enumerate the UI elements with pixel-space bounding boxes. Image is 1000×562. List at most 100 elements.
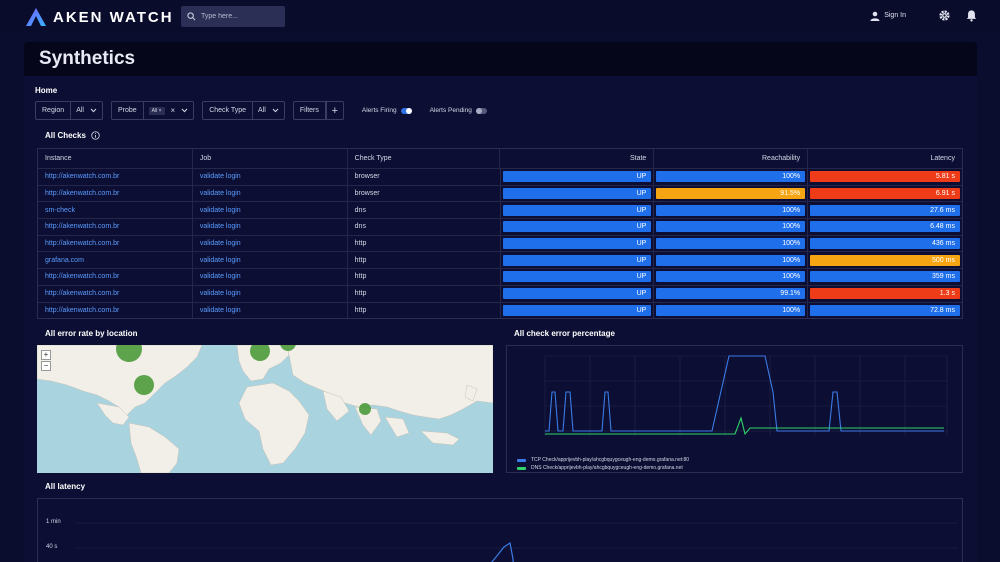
reachability-cell: 100% xyxy=(654,252,809,269)
location-marker-europe-west[interactable] xyxy=(250,345,270,361)
state-badge: UP xyxy=(502,171,652,183)
table-row[interactable]: sm-check validate login dns UP 100% 27.6 ms xyxy=(38,201,962,219)
location-marker-us-east[interactable] xyxy=(134,375,154,395)
job-link[interactable]: validate login xyxy=(199,290,241,298)
check-type-value: browser xyxy=(354,190,380,198)
alerts-pending-toggle-group: Alerts Pending xyxy=(430,107,487,114)
check-type-value: http xyxy=(354,256,367,264)
check-type-select[interactable]: All xyxy=(253,102,284,119)
job-cell: validate login xyxy=(193,169,348,185)
job-cell: validate login xyxy=(193,185,348,202)
table-row[interactable]: http://akenwatch.com.br validate login htt… xyxy=(38,234,962,252)
instance-link[interactable]: http://akenwatch.com.br xyxy=(45,173,120,181)
probe-select[interactable]: All × × xyxy=(144,102,194,119)
legend-item-dns[interactable]: DNS Check/apprijevbh-play/ahcgbquygceugh… xyxy=(517,465,683,471)
gear-icon[interactable] xyxy=(938,9,951,22)
zoom-in-button[interactable]: + xyxy=(41,350,51,360)
bell-icon[interactable] xyxy=(965,9,978,22)
dashboard-panel: Synthetics Home Region All Probe All × ×… xyxy=(24,42,977,562)
latency-cell: 5.81 s xyxy=(808,169,962,185)
instance-link[interactable]: http://akenwatch.com.br xyxy=(45,240,120,248)
job-cell: validate login xyxy=(193,202,348,219)
zoom-out-button[interactable]: − xyxy=(41,361,51,371)
column-header-reachability[interactable]: Reachability xyxy=(654,149,809,168)
alerts-pending-toggle[interactable] xyxy=(475,107,487,114)
y-tick-label: 1 min xyxy=(46,519,61,525)
table-row[interactable]: http://akenwatch.com.br validate login htt… xyxy=(38,284,962,302)
search-icon xyxy=(187,12,196,21)
probe-filter[interactable]: Probe All × × xyxy=(110,101,195,120)
instance-cell: http://akenwatch.com.br xyxy=(38,219,193,235)
reachability-badge: 100% xyxy=(656,238,806,250)
latency-title: All latency xyxy=(45,482,86,491)
instance-link[interactable]: http://akenwatch.com.br xyxy=(45,306,120,314)
table-row[interactable]: http://akenwatch.com.br validate login htt… xyxy=(38,301,962,319)
reachability-cell: 100% xyxy=(654,235,809,252)
latency-cell: 359 ms xyxy=(808,269,962,285)
alerts-firing-label: Alerts Firing xyxy=(361,107,397,114)
job-link[interactable]: validate login xyxy=(199,173,241,181)
job-link[interactable]: validate login xyxy=(199,240,241,248)
state-badge: UP xyxy=(502,221,652,233)
logo[interactable]: AKEN WATCH xyxy=(25,7,174,27)
check-type-cell: dns xyxy=(348,202,501,219)
column-header-job[interactable]: Job xyxy=(193,149,348,168)
job-link[interactable]: validate login xyxy=(199,273,241,281)
job-cell: validate login xyxy=(193,302,348,319)
column-header-state[interactable]: State xyxy=(500,149,655,168)
info-icon[interactable] xyxy=(91,131,100,140)
clear-icon[interactable]: × xyxy=(170,106,176,115)
reachability-badge: 100% xyxy=(656,171,806,183)
instance-link[interactable]: grafana.com xyxy=(45,256,84,264)
alerts-firing-toggle[interactable] xyxy=(400,107,412,114)
search-input[interactable] xyxy=(201,13,281,20)
world-map xyxy=(37,345,493,473)
check-type-cell: dns xyxy=(348,219,501,235)
top-navigation-bar: AKEN WATCH Sign In xyxy=(0,0,1000,34)
table-row[interactable]: http://akenwatch.com.br validate login htt… xyxy=(38,268,962,285)
instance-link[interactable]: http://akenwatch.com.br xyxy=(45,290,120,298)
job-link[interactable]: validate login xyxy=(199,206,241,214)
table-row[interactable]: http://akenwatch.com.br validate login bro… xyxy=(38,168,962,185)
job-link[interactable]: validate login xyxy=(199,306,241,314)
location-marker-india[interactable] xyxy=(359,403,371,415)
reachability-cell: 100% xyxy=(654,269,809,285)
instance-link[interactable]: http://akenwatch.com.br xyxy=(45,190,120,198)
region-filter[interactable]: Region All xyxy=(35,101,103,120)
region-select[interactable]: All xyxy=(71,102,102,119)
table-row[interactable]: http://akenwatch.com.br validate login dns… xyxy=(38,218,962,235)
search-box[interactable] xyxy=(181,6,285,27)
column-header-instance[interactable]: Instance xyxy=(38,149,193,168)
location-marker-us-west[interactable] xyxy=(116,345,142,362)
instance-link[interactable]: http://akenwatch.com.br xyxy=(45,223,120,231)
job-link[interactable]: validate login xyxy=(199,256,241,264)
error-rate-map[interactable]: + − xyxy=(37,345,493,473)
check-type-value: dns xyxy=(354,206,366,214)
add-filter-button[interactable]: + xyxy=(325,102,343,119)
tcp-check-series[interactable] xyxy=(545,355,944,432)
legend-item-tcp[interactable]: TCP Check/apprijevbh-play/ahcgbquygceugh… xyxy=(517,457,689,463)
table-row[interactable]: http://akenwatch.com.br validate login bro… xyxy=(38,184,962,202)
probe-chip[interactable]: All × xyxy=(148,106,165,115)
alerts-firing-toggle-group: Alerts Firing xyxy=(362,107,412,114)
column-header-latency[interactable]: Latency xyxy=(930,155,955,162)
latency-cell: 436 ms xyxy=(808,236,962,252)
sign-in-button[interactable]: Sign In xyxy=(870,11,906,21)
instance-link[interactable]: sm-check xyxy=(45,206,75,214)
dns-check-series[interactable] xyxy=(545,416,944,436)
check-type-filter[interactable]: Check Type All xyxy=(202,101,285,120)
job-link[interactable]: validate login xyxy=(199,190,241,198)
job-link[interactable]: validate login xyxy=(199,223,241,231)
all-checks-title-text: All Checks xyxy=(45,131,86,140)
breadcrumb: Home xyxy=(35,86,58,95)
latency-series[interactable] xyxy=(486,541,514,562)
state-cell: UP xyxy=(501,252,655,269)
location-marker-europe-central[interactable] xyxy=(280,345,296,351)
latency-cell: 6.48 ms xyxy=(808,219,962,235)
column-header-check-type[interactable]: Check Type xyxy=(348,149,501,168)
latency-cell: 6.91 s xyxy=(808,186,962,202)
user-icon xyxy=(870,11,880,21)
instance-link[interactable]: http://akenwatch.com.br xyxy=(45,273,120,281)
ad-hoc-filters[interactable]: Filters + xyxy=(292,101,344,120)
table-row[interactable]: grafana.com validate login http UP 100% 500 m… xyxy=(38,251,962,269)
